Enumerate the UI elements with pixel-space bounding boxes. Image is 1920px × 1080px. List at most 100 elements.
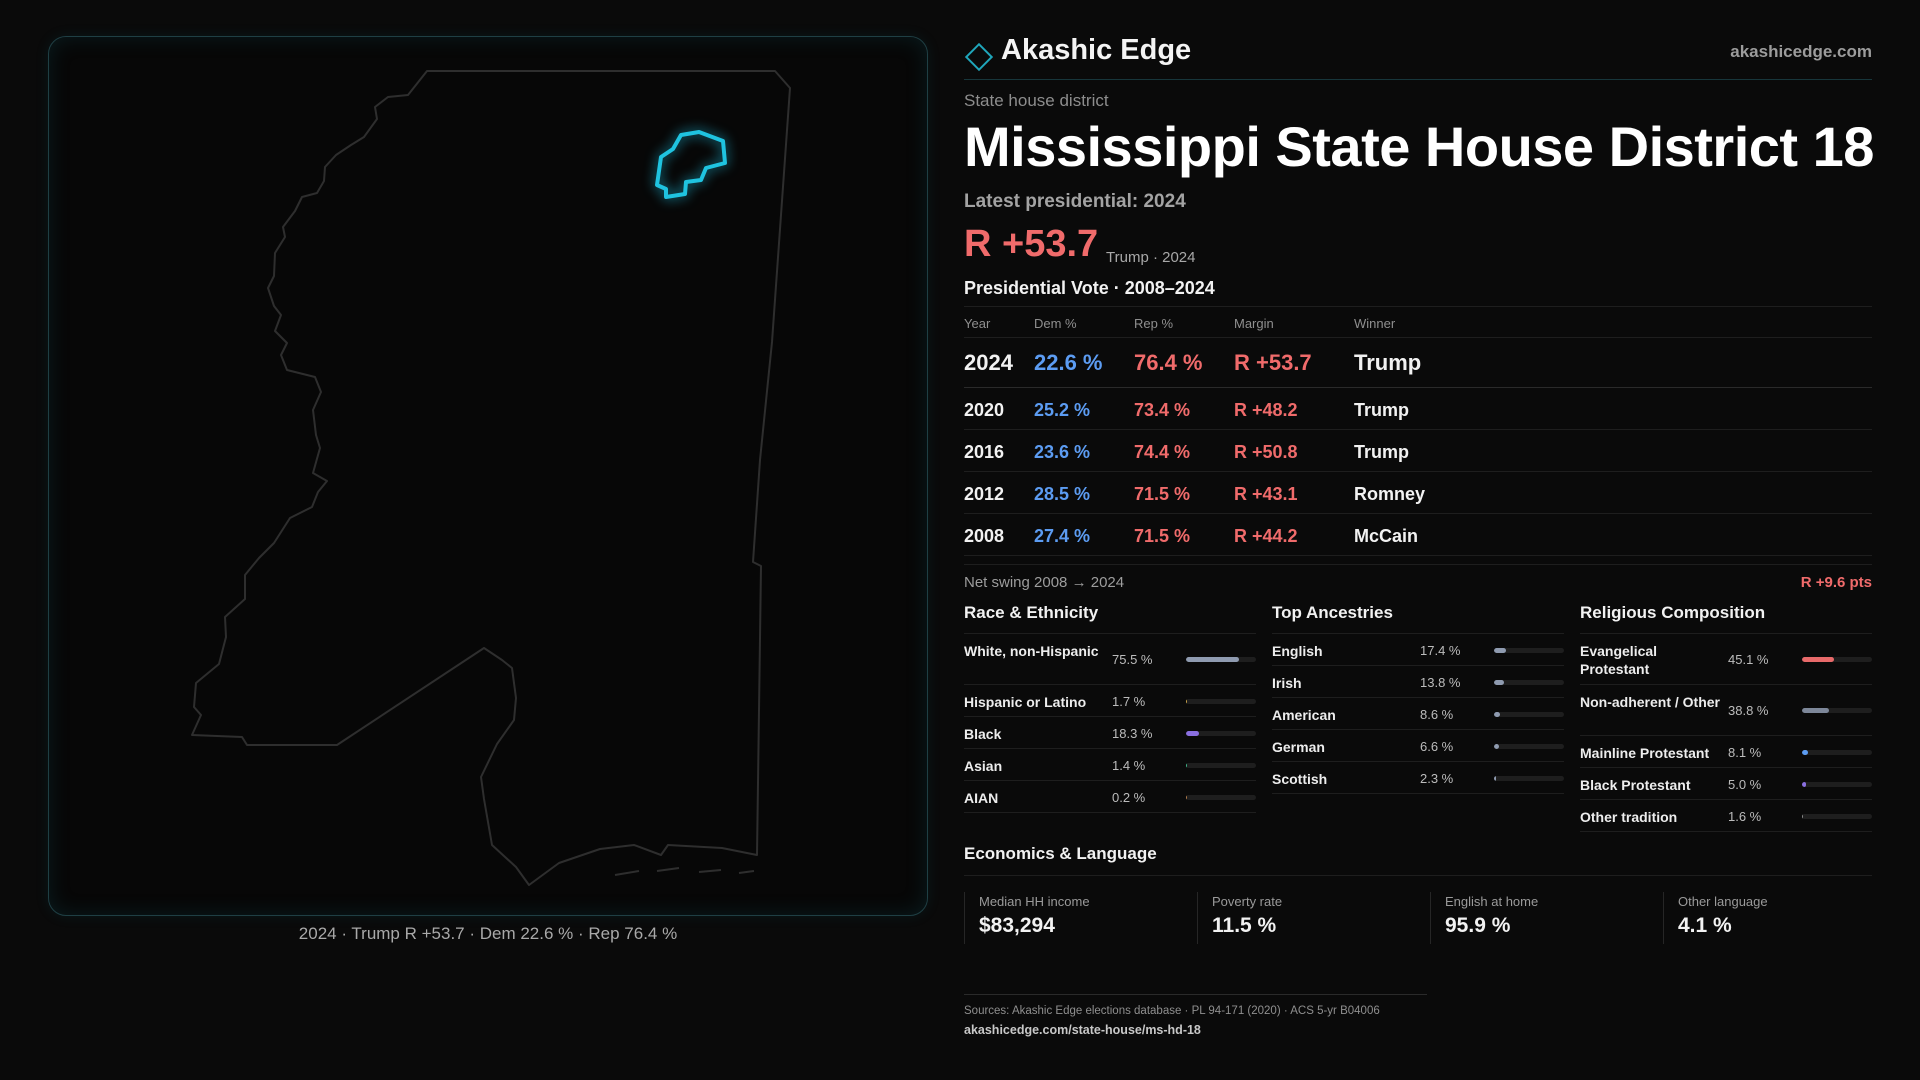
- cell-dem: 28.5 %: [1034, 484, 1091, 504]
- cell-winner: Romney: [1354, 484, 1426, 504]
- religion-row: Other tradition 1.6 %: [1580, 800, 1872, 832]
- race-value: 1.7 %: [1112, 694, 1146, 709]
- ancestry-value: 13.8 %: [1420, 675, 1461, 690]
- race-label: AIAN: [964, 790, 999, 806]
- religion-value: 5.0 %: [1728, 777, 1762, 792]
- religion-row: Black Protestant 5.0 %: [1580, 768, 1872, 800]
- econ-stat: Other language 4.1 %: [1663, 890, 1885, 946]
- ancestry-bar-track: [1494, 680, 1564, 685]
- ancestry-value: 2.3 %: [1420, 771, 1454, 786]
- cell-dem: 23.6 %: [1034, 442, 1091, 462]
- religion-value: 8.1 %: [1728, 745, 1762, 760]
- cell-margin: R +44.2: [1234, 526, 1298, 546]
- brand-name[interactable]: Akashic Edge: [1001, 34, 1192, 66]
- religion-value: 38.8 %: [1728, 703, 1769, 718]
- religion-row: Mainline Protestant 8.1 %: [1580, 736, 1872, 768]
- ancestry-bar-fill: [1494, 744, 1499, 749]
- religion-title: Religious Composition: [1580, 600, 1872, 634]
- column-header-rep: Rep %: [1134, 316, 1174, 331]
- cell-margin: R +50.8: [1234, 442, 1298, 462]
- cell-rep: 71.5 %: [1134, 526, 1191, 546]
- cell-winner: Trump: [1354, 400, 1410, 420]
- econ-value: 4.1 %: [1678, 914, 1732, 937]
- religion-bar-track: [1802, 782, 1872, 787]
- table-header-row: Year Dem % Rep % Margin Winner: [964, 306, 1872, 338]
- econ-label: English at home: [1445, 894, 1539, 909]
- sources-footer: Sources: Akashic Edge elections database…: [964, 994, 1427, 1037]
- ancestry-bar-fill: [1494, 648, 1507, 653]
- econ-value: 11.5 %: [1212, 914, 1277, 937]
- race-row: Black 18.3 %: [964, 717, 1256, 749]
- ancestry-row: American 8.6 %: [1272, 698, 1564, 730]
- column-header-year: Year: [964, 316, 991, 331]
- ancestry-row: German 6.6 %: [1272, 730, 1564, 762]
- net-swing-label: Net swing 2008 → 2024: [964, 574, 1125, 591]
- race-row: White, non-Hispanic 75.5 %: [964, 634, 1256, 685]
- econ-value: 95.9 %: [1445, 914, 1511, 937]
- diamond-icon: [964, 42, 994, 72]
- religion-label: Non-adherent / Other: [1580, 694, 1721, 710]
- race-ethnicity-title: Race & Ethnicity: [964, 600, 1256, 634]
- ancestries-title: Top Ancestries: [1272, 600, 1564, 634]
- race-bar-fill: [1186, 657, 1239, 662]
- econ-value: $83,294: [979, 914, 1055, 937]
- econ-divider: [1663, 892, 1664, 944]
- ancestry-label: German: [1272, 739, 1325, 755]
- ancestry-label: English: [1272, 643, 1323, 659]
- ancestry-bar-track: [1494, 744, 1564, 749]
- cell-rep: 73.4 %: [1134, 400, 1191, 420]
- religion-bar-track: [1802, 708, 1872, 713]
- race-bar-track: [1186, 699, 1256, 704]
- race-value: 0.2 %: [1112, 790, 1146, 805]
- religion-bar-fill: [1802, 708, 1830, 713]
- religion-label: Evangelical Protestant: [1580, 643, 1658, 677]
- religion-value: 1.6 %: [1728, 809, 1762, 824]
- econ-divider: [964, 892, 965, 944]
- econ-divider: [1430, 892, 1431, 944]
- cell-year: 2008: [964, 526, 1005, 546]
- brand-header: Akashic Edge akashicedge.com: [964, 30, 1872, 80]
- brand-url-link[interactable]: akashicedge.com: [1730, 42, 1872, 61]
- race-bar-track: [1186, 763, 1256, 768]
- net-swing-value: R +9.6 pts: [1800, 574, 1872, 591]
- table-row: 2012 28.5 % 71.5 % R +43.1 Romney: [964, 472, 1872, 514]
- ancestry-label: Scottish: [1272, 771, 1328, 787]
- religion-bar-fill: [1802, 750, 1808, 755]
- cell-year: 2012: [964, 484, 1005, 504]
- district-map[interactable]: [48, 36, 928, 916]
- cell-dem: 25.2 %: [1034, 400, 1091, 420]
- ancestry-bar-track: [1494, 776, 1564, 781]
- religion-bar-track: [1802, 657, 1872, 662]
- coast-islands: [614, 867, 755, 876]
- ancestry-bar-track: [1494, 712, 1564, 717]
- table-row: 2008 27.4 % 71.5 % R +44.2 McCain: [964, 514, 1872, 556]
- race-value: 1.4 %: [1112, 758, 1146, 773]
- race-value: 18.3 %: [1112, 726, 1153, 741]
- ancestry-value: 8.6 %: [1420, 707, 1454, 722]
- ancestry-bar-track: [1494, 648, 1564, 653]
- religion-bar-track: [1802, 750, 1872, 755]
- state-outline-map: [191, 70, 791, 886]
- cell-year: 2020: [964, 400, 1005, 420]
- cell-winner: McCain: [1354, 526, 1419, 546]
- cell-margin: R +48.2: [1234, 400, 1298, 420]
- cell-dem: 22.6 %: [1034, 350, 1103, 375]
- race-value: 75.5 %: [1112, 652, 1153, 667]
- table-row: 2016 23.6 % 74.4 % R +50.8 Trump: [964, 430, 1872, 472]
- religion-section: Religious Composition Evangelical Protes…: [1580, 600, 1872, 832]
- map-caption: 2024 · Trump R +53.7 · Dem 22.6 % · Rep …: [298, 924, 678, 943]
- econ-label: Poverty rate: [1212, 894, 1283, 909]
- race-ethnicity-section: Race & Ethnicity White, non-Hispanic 75.…: [964, 600, 1256, 813]
- page-title: Mississippi State House District 18: [964, 115, 1874, 178]
- religion-bar-fill: [1802, 782, 1806, 787]
- cell-margin: R +43.1: [1234, 484, 1298, 504]
- religion-bar-fill: [1802, 814, 1804, 819]
- race-label: White, non-Hispanic: [964, 643, 1099, 659]
- state-outline: [191, 70, 791, 886]
- table-row: 2020 25.2 % 73.4 % R +48.2 Trump: [964, 388, 1872, 430]
- sources-url-link[interactable]: akashicedge.com/state-house/ms-hd-18: [964, 1023, 1201, 1037]
- district-profile-panel: Akashic Edge akashicedge.com State house…: [964, 0, 1874, 1080]
- religion-label: Mainline Protestant: [1580, 745, 1710, 761]
- race-row: Hispanic or Latino 1.7 %: [964, 685, 1256, 717]
- ancestry-row: Irish 13.8 %: [1272, 666, 1564, 698]
